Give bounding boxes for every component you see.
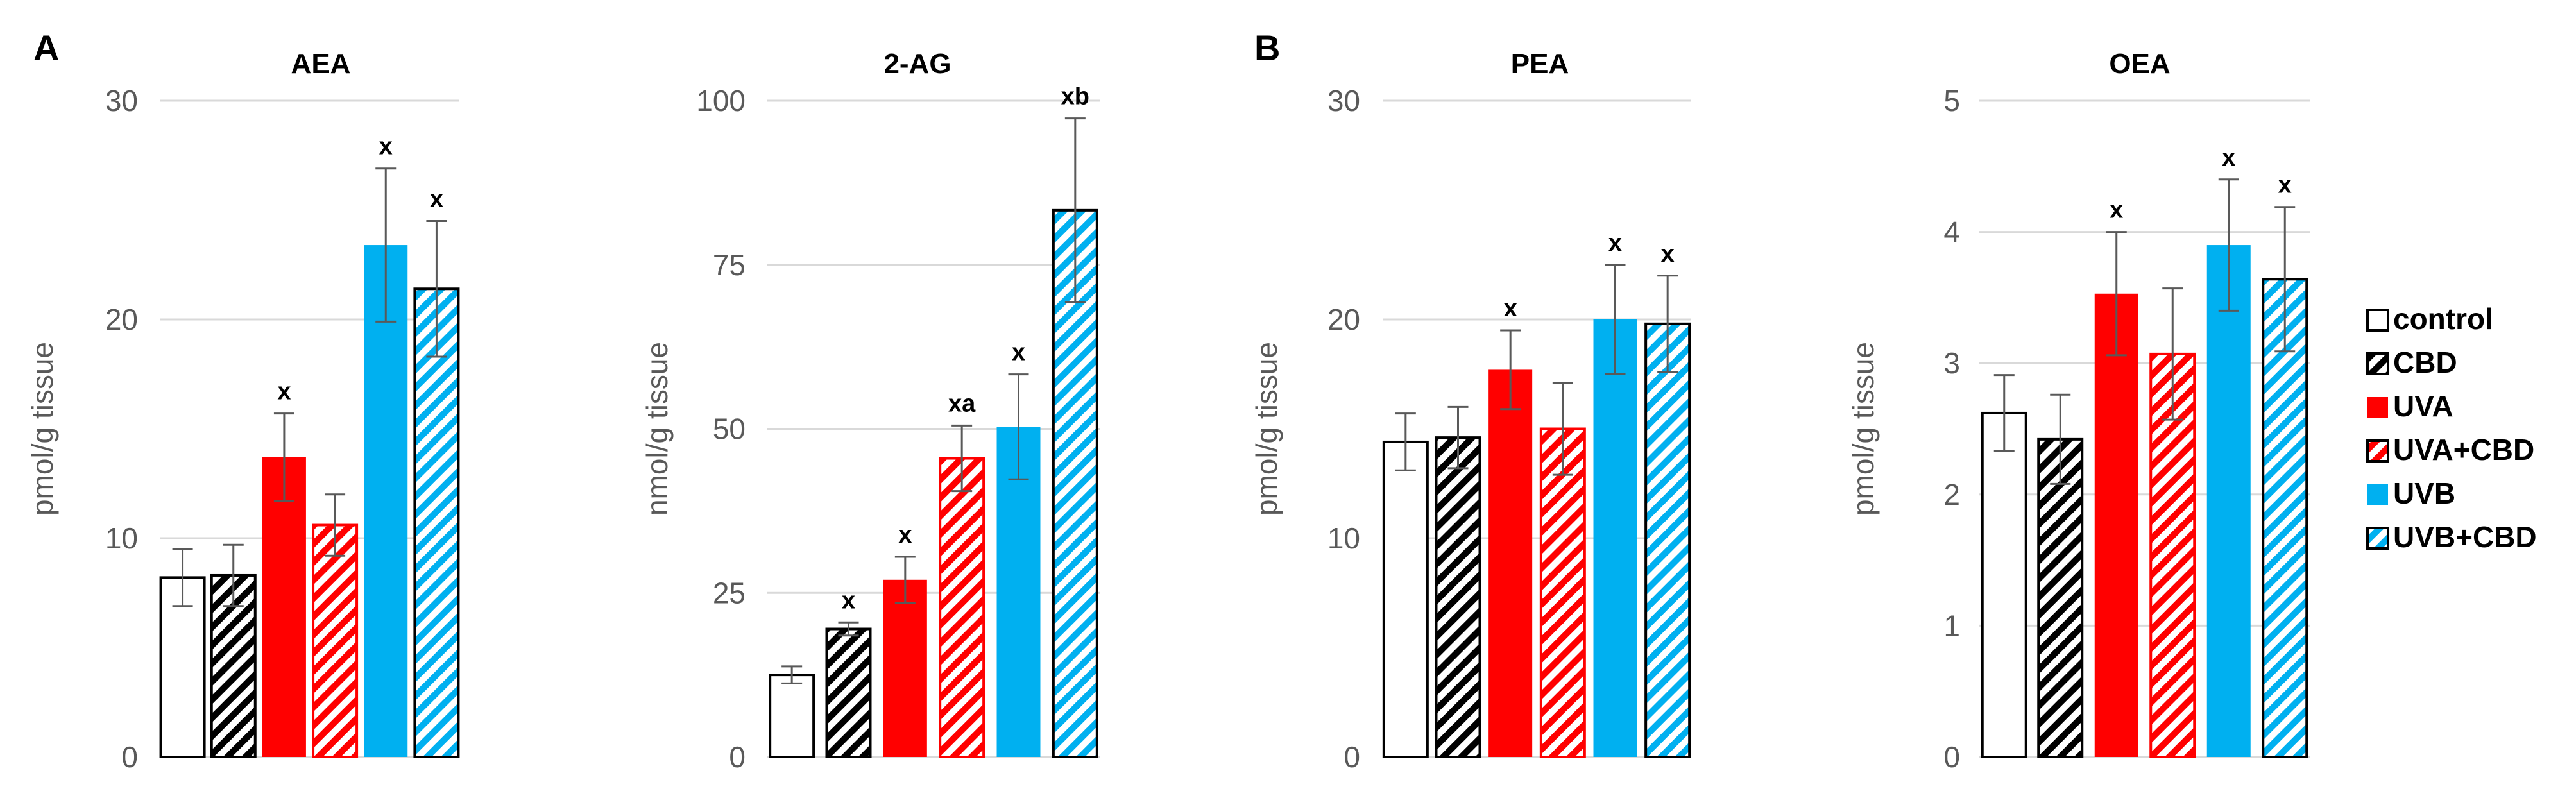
legend-label-uva-plus-cbd: UVA+CBD [2393,433,2534,466]
pea-bar-uvb [1593,319,1637,757]
pea-y-tick-label: 30 [1327,84,1360,117]
pea-chart-title: PEA [1511,48,1569,80]
legend-label-cbd: CBD [2393,346,2457,379]
2-ag-annotation-uvb-plus-cbd: xb [1061,83,1089,110]
2-ag-y-tick-label: 75 [713,248,746,282]
2-ag-y-axis-label: nmol/g tissue [640,342,674,516]
aea-bar-uvb [364,245,408,757]
pea-y-tick-label: 0 [1343,740,1360,774]
chart-pea: 0 10 20 30 PEA pmol/g tissue x x x [1250,48,1691,774]
legend-label-uva: UVA [2393,389,2453,423]
legend-swatch-cbd [2366,352,2389,375]
oea-y-tick-label: 0 [1943,740,1960,774]
oea-y-tick-label: 3 [1943,346,1960,380]
legend-swatch-uva [2367,397,2388,418]
2-ag-bar-uvb [996,427,1041,757]
2-ag-y-tick-label: 25 [713,576,746,609]
aea-bar-uvb-plus-cbd [413,287,460,758]
pea-bar-uva-plus-cbd [1539,427,1586,758]
2-ag-bar-uva-plus-cbd [939,457,985,758]
2-ag-bar-cbd [825,627,872,759]
legend-swatch-control [2366,309,2389,332]
legend-label-control: control [2393,302,2493,335]
chart-aea: 0 10 20 30 AEA pmol/g tissue x x x [26,48,460,774]
aea-annotation-uvb: x [379,133,393,160]
oea-annotation-uvb: x [2222,144,2235,171]
oea-y-tick-label: 5 [1943,84,1960,117]
pea-bar-cbd [1435,436,1481,758]
oea-y-tick-label: 2 [1943,478,1960,511]
pea-bar-uva [1488,369,1533,757]
2-ag-bar-control [769,674,815,758]
chart-oea: 0 1 2 3 4 5 OEA pmol/g tissue x x x [1847,48,2310,774]
oea-bar-cbd [2037,437,2084,758]
oea-bar-uva [2094,293,2138,758]
oea-y-tick-label: 1 [1943,609,1960,642]
2-ag-annotation-uva: x [898,522,912,548]
2-ag-y-tick-label: 0 [729,740,746,774]
pea-annotation-uva: x [1504,295,1517,322]
legend-label-uvb: UVB [2393,477,2455,510]
2-ag-y-tick-label: 100 [696,84,746,117]
legend-swatch-uvb [2367,484,2388,505]
aea-y-axis-label: pmol/g tissue [26,342,59,516]
2-ag-annotation-cbd: x [842,587,855,614]
oea-bar-control [1981,411,2027,758]
pea-y-tick-label: 10 [1327,522,1360,555]
legend: control CBD UVA UVA+CBD UVB UVB+CBD [2366,302,2537,554]
oea-y-tick-label: 4 [1943,216,1960,249]
aea-y-tick-label: 20 [105,303,138,336]
aea-annotation-uva: x [277,378,291,405]
oea-bar-uva-plus-cbd [2149,352,2196,758]
oea-y-axis-label: pmol/g tissue [1847,342,1880,516]
oea-bar-uvb-plus-cbd [2262,278,2308,759]
aea-y-tick-label: 30 [105,84,138,117]
aea-bar-uva [262,457,306,757]
pea-annotation-uvb-plus-cbd: x [1661,241,1675,267]
panel-label-a: A [33,28,59,68]
2-ag-y-tick-label: 50 [713,412,746,446]
oea-bar-uvb [2206,245,2251,757]
aea-bar-uva-plus-cbd [312,523,359,758]
panel-label-b: B [1254,28,1280,68]
legend-swatch-uva-plus-cbd [2366,439,2389,463]
chart-2ag: 0 25 50 75 100 2-AG nmol/g tissue x x xa x xb [640,48,1100,774]
oea-annotation-uva: x [2110,197,2123,224]
pea-bar-control [1382,440,1429,759]
2-ag-bar-uvb-plus-cbd [1052,208,1098,758]
pea-y-axis-label: pmol/g tissue [1250,342,1283,516]
pea-bar-uvb-plus-cbd [1644,322,1691,758]
2-ag-annotation-uvb: x [1012,339,1025,366]
2-ag-chart-title: 2-AG [883,48,951,80]
aea-y-tick-label: 10 [105,522,138,555]
2-ag-annotation-uva-plus-cbd: xa [948,390,976,417]
pea-y-tick-label: 20 [1327,303,1360,336]
aea-annotation-uvb-plus-cbd: x [430,186,443,213]
aea-bar-control [159,576,206,758]
legend-label-uvb-plus-cbd: UVB+CBD [2393,520,2537,554]
oea-annotation-uvb-plus-cbd: x [2278,172,2292,199]
2-ag-bar-uva [883,579,927,757]
pea-annotation-uvb: x [1608,230,1622,257]
aea-y-tick-label: 0 [121,740,138,774]
aea-chart-title: AEA [291,48,351,80]
legend-swatch-uvb-plus-cbd [2366,527,2389,550]
oea-chart-title: OEA [2109,48,2170,80]
